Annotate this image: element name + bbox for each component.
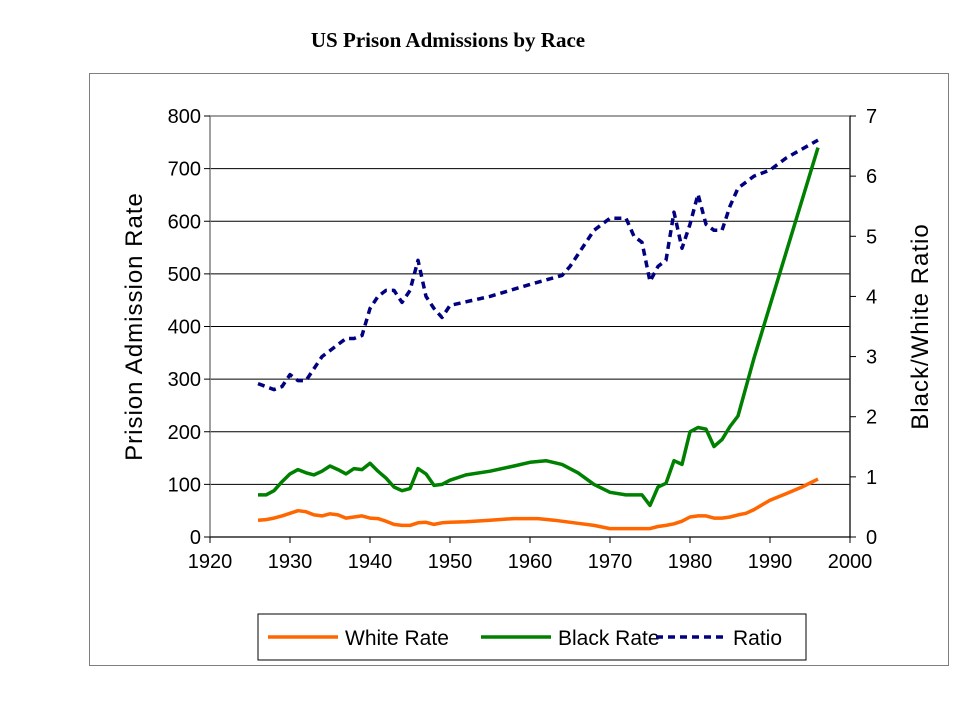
- y-tick-label: 100: [168, 474, 201, 496]
- gridlines: [210, 168, 850, 485]
- x-tick-label: 1940: [348, 551, 393, 573]
- series-line-white-rate: [257, 477, 819, 531]
- y2-axis-label: Black/White Ratio: [907, 223, 934, 429]
- y2-tick-label: 2: [866, 407, 877, 429]
- chart-area: 0 100 200 300 400 500 600 700 800 0 1 2 3 4 5 6 7 1920 193…: [89, 73, 949, 666]
- legend: White Rate Black Rate Ratio: [257, 613, 807, 661]
- x-tick-label: 1990: [748, 551, 793, 573]
- x-tick-label: 1960: [508, 551, 553, 573]
- series-lines: [257, 138, 820, 531]
- x-tick-label: 1970: [588, 551, 633, 573]
- axes: 0 100 200 300 400 500 600 700 800 0 1 2 3 4 5 6 7 1920 193…: [168, 106, 878, 573]
- x-tick-label: 1950: [428, 551, 473, 573]
- y2-tick-label: 0: [866, 527, 877, 549]
- legend-label: Ratio: [733, 627, 782, 650]
- chart-svg: 0 100 200 300 400 500 600 700 800 0 1 2 3 4 5 6 7 1920 193…: [121, 106, 934, 661]
- y2-tick-label: 1: [866, 467, 877, 489]
- legend-label: White Rate: [345, 627, 449, 650]
- legend-label: Black Rate: [558, 627, 660, 650]
- y2-tick-label: 6: [866, 166, 877, 188]
- y-tick-label: 300: [168, 369, 201, 391]
- y2-tick-label: 4: [866, 286, 877, 308]
- x-tick-label: 1980: [668, 551, 713, 573]
- y2-tick-label: 7: [866, 106, 877, 128]
- y-tick-label: 500: [168, 264, 201, 286]
- chart-title: US Prison Admissions by Race: [310, 28, 586, 52]
- y-tick-label: 0: [190, 527, 201, 549]
- y-tick-label: 600: [168, 211, 201, 233]
- x-tick-label: 2000: [828, 551, 873, 573]
- y-axis-label: Prision Admission Rate: [121, 192, 148, 461]
- y-tick-label: 200: [168, 422, 201, 444]
- y-tick-label: 800: [168, 106, 201, 128]
- y-tick-label: 700: [168, 159, 201, 181]
- y2-tick-label: 5: [866, 226, 877, 248]
- x-tick-label: 1920: [188, 551, 233, 573]
- x-tick-label: 1930: [268, 551, 313, 573]
- y-tick-label: 400: [168, 317, 201, 339]
- y2-tick-label: 3: [866, 347, 877, 369]
- series-line-ratio: [257, 138, 819, 392]
- series-line-black-rate: [258, 147, 820, 508]
